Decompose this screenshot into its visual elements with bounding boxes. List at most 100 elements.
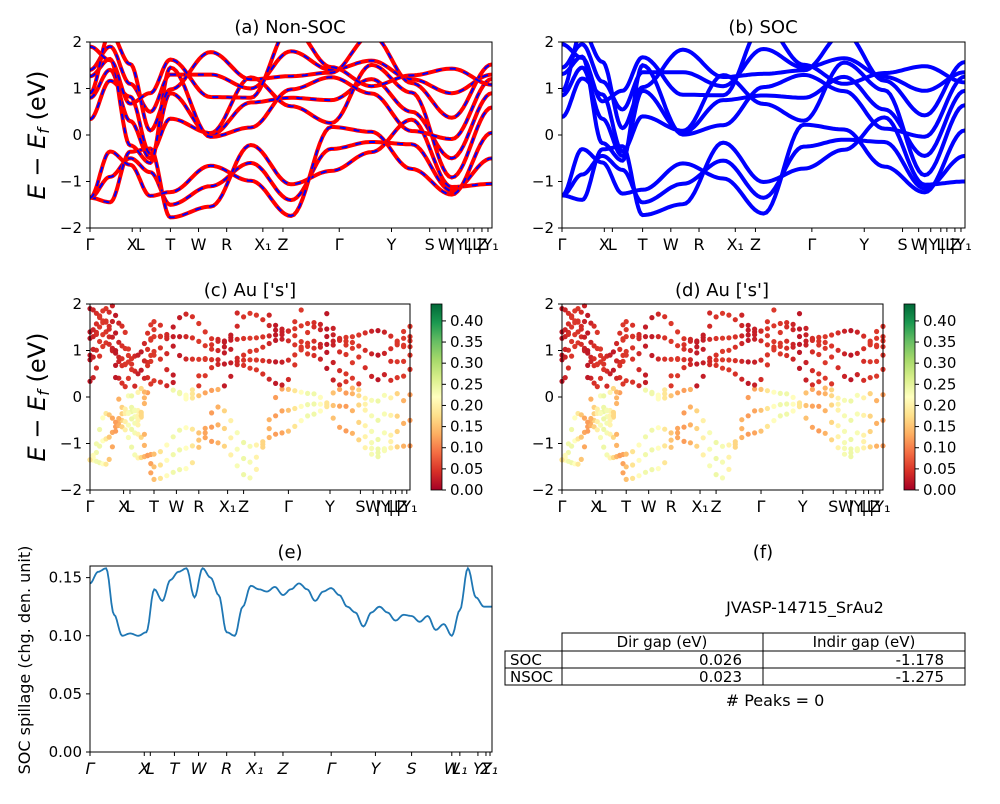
projection-point <box>311 324 317 330</box>
projection-point <box>221 344 227 350</box>
colorbar-tick-label: 0.25 <box>450 375 483 393</box>
y-tick-label: −1 <box>532 173 554 191</box>
projection-point <box>687 357 694 363</box>
projection-point <box>183 466 189 472</box>
projection-point <box>209 387 215 393</box>
projection-point <box>330 359 336 366</box>
projection-point <box>588 415 594 422</box>
projection-point <box>597 434 604 441</box>
projection-point <box>835 330 841 336</box>
projection-point <box>298 389 304 395</box>
projection-point <box>874 342 880 348</box>
projection-point <box>157 449 163 455</box>
projection-point <box>324 404 330 410</box>
x-tick-label: |Y <box>450 235 465 254</box>
projection-point <box>848 417 854 423</box>
table-row-soc-dir: 0.026 <box>699 651 742 669</box>
projection-point <box>116 358 122 365</box>
projection-point <box>623 378 629 384</box>
projection-point <box>129 416 135 422</box>
projection-point <box>228 332 234 338</box>
projection-point <box>305 320 311 327</box>
projection-point <box>816 371 822 377</box>
projection-point <box>649 389 655 395</box>
projection-point <box>349 334 355 340</box>
projection-point <box>874 420 880 426</box>
projection-point <box>388 432 394 438</box>
projection-point <box>719 443 726 449</box>
projection-point <box>170 379 176 386</box>
x-tick-label: |L <box>388 497 402 516</box>
projection-point <box>752 326 758 332</box>
projection-point <box>311 401 317 407</box>
projection-point <box>681 336 687 342</box>
projection-point <box>141 389 147 395</box>
projection-point <box>607 371 613 377</box>
projection-point <box>649 427 655 433</box>
y-tick-label: 1 <box>544 80 554 98</box>
projection-point <box>113 428 119 434</box>
projection-point <box>241 357 247 363</box>
x-tick-label: X <box>138 759 151 778</box>
projection-point <box>700 337 706 343</box>
projection-point <box>151 319 157 325</box>
projection-point <box>771 418 777 424</box>
projection-point <box>655 396 661 402</box>
x-tick-label: L <box>936 235 945 254</box>
projection-point <box>170 469 176 475</box>
projection-point <box>401 328 407 335</box>
projection-point <box>317 344 323 350</box>
y-tick-label: 0 <box>72 126 82 144</box>
x-tick-label: |Y <box>923 235 938 254</box>
projection-point <box>394 338 400 344</box>
projection-point <box>337 368 343 374</box>
projection-point <box>739 312 745 318</box>
projection-point <box>777 343 783 349</box>
projection-point <box>356 381 362 387</box>
x-tick-label: S <box>425 235 435 254</box>
projection-point <box>375 450 381 456</box>
projection-point <box>349 360 355 366</box>
projection-point <box>330 377 336 383</box>
x-tick-label: X₁ <box>254 235 271 254</box>
projection-point <box>771 347 777 353</box>
projection-point <box>655 445 661 451</box>
x-tick-label: X <box>590 497 601 516</box>
projection-point <box>401 373 407 379</box>
x-tick-label: |L <box>861 497 875 516</box>
projection-point <box>247 310 253 316</box>
spillage-line <box>89 566 492 638</box>
projection-point <box>241 314 247 320</box>
projection-point <box>681 410 687 416</box>
x-tick-label: W <box>911 235 927 254</box>
projection-point <box>588 358 594 365</box>
projection-point <box>100 343 106 350</box>
projection-point <box>369 445 375 451</box>
projection-point <box>809 424 816 430</box>
projection-point <box>375 328 381 334</box>
projection-point <box>610 367 617 373</box>
projection-point <box>822 408 828 414</box>
projection-point <box>694 350 700 356</box>
projection-point <box>394 428 400 435</box>
projection-point <box>401 420 407 426</box>
projection-point <box>829 402 835 408</box>
projection-point <box>151 378 157 384</box>
panel-e-frame <box>89 565 493 753</box>
projection-point <box>752 430 758 436</box>
projection-point <box>784 345 790 351</box>
projection-point <box>594 419 600 425</box>
projection-point <box>103 306 109 312</box>
projection-point <box>784 338 790 344</box>
projection-point <box>649 334 655 340</box>
projection-point <box>148 461 154 467</box>
projection-point <box>649 352 655 359</box>
x-tick-label: Y <box>371 759 382 778</box>
projection-point <box>324 349 330 355</box>
projection-point <box>752 336 758 342</box>
projection-point <box>565 310 572 316</box>
projection-point <box>362 407 368 413</box>
projection-point <box>726 347 732 353</box>
projection-point <box>614 340 620 347</box>
